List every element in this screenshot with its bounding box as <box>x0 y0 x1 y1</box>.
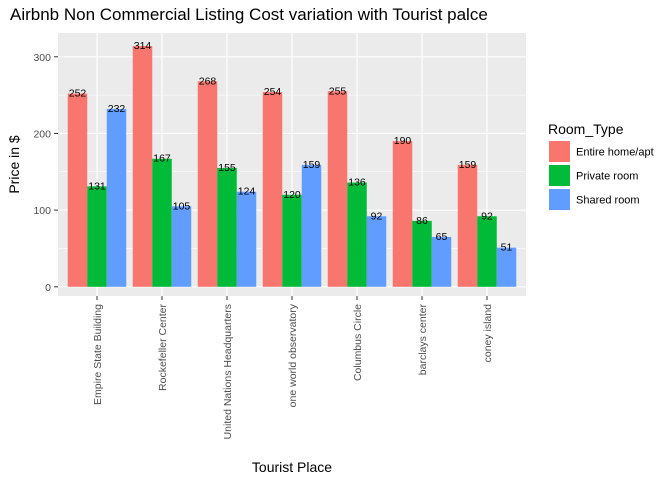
data-label: 65 <box>436 231 448 243</box>
x-tick-label: barclays center <box>417 304 429 376</box>
legend-label: Shared room <box>576 195 640 207</box>
bar <box>197 81 218 287</box>
legend-title: Room_Type <box>548 121 624 137</box>
y-tick-label: 300 <box>33 52 51 64</box>
x-axis: Empire State Building Rockefeller Center U… <box>92 296 494 439</box>
bar <box>477 216 497 287</box>
x-axis-title: Tourist Place <box>252 459 332 475</box>
data-label: 124 <box>238 186 256 198</box>
data-label: 167 <box>153 153 171 165</box>
data-label: 159 <box>303 159 321 171</box>
data-label: 120 <box>283 189 301 201</box>
y-tick-label: 100 <box>33 205 51 217</box>
bar <box>106 108 127 287</box>
data-label: 268 <box>199 75 217 87</box>
bar <box>87 186 107 287</box>
bar <box>412 220 432 287</box>
bar <box>347 182 367 287</box>
x-tick-label: coney island <box>482 304 494 363</box>
bar <box>301 164 322 287</box>
bar <box>132 46 153 287</box>
x-tick-label: Rockefeller Center <box>157 303 169 390</box>
bar <box>152 158 172 287</box>
bar <box>366 216 387 287</box>
x-tick-label: one world observatory <box>287 303 299 407</box>
y-axis: 0 100 200 300 <box>33 52 58 294</box>
data-label: 254 <box>264 86 282 98</box>
bar <box>431 236 452 287</box>
legend-swatch <box>549 165 570 186</box>
x-tick-label: Columbus Circle <box>352 304 364 381</box>
data-label: 92 <box>481 210 493 222</box>
data-label: 131 <box>88 180 106 192</box>
y-tick-label: 0 <box>45 282 51 294</box>
data-label: 159 <box>459 159 477 171</box>
bar <box>327 91 348 287</box>
chart-title: Airbnb Non Commercial Listing Cost varia… <box>10 5 488 24</box>
legend: Room_Type Entire home/apt Private room Shar… <box>548 121 654 210</box>
bar <box>392 141 413 287</box>
data-label: 255 <box>329 85 347 97</box>
legend-swatch <box>549 189 570 210</box>
bar <box>262 92 283 287</box>
bar <box>171 206 192 287</box>
bar <box>282 194 302 287</box>
data-label: 232 <box>108 103 126 115</box>
data-label: 86 <box>416 215 428 227</box>
legend-label: Entire home/apt <box>576 147 654 159</box>
data-label: 190 <box>394 135 412 147</box>
y-tick-label: 200 <box>33 128 51 140</box>
data-label: 252 <box>69 88 87 100</box>
bar <box>67 93 88 287</box>
legend-swatch <box>549 141 570 162</box>
x-tick-label: Empire State Building <box>92 304 104 405</box>
x-tick-label: United Nations Headquarters <box>222 304 234 439</box>
data-label: 51 <box>501 242 513 254</box>
bars <box>67 46 517 287</box>
data-label: 314 <box>134 40 152 52</box>
bar <box>496 247 517 287</box>
bar <box>457 164 478 287</box>
y-axis-title: Price in $ <box>6 135 22 194</box>
bar <box>236 191 257 287</box>
data-label: 105 <box>173 200 191 212</box>
data-label: 155 <box>218 162 236 174</box>
data-label: 92 <box>371 210 383 222</box>
data-label: 136 <box>348 177 366 189</box>
legend-label: Private room <box>576 171 638 183</box>
bar <box>217 167 237 287</box>
